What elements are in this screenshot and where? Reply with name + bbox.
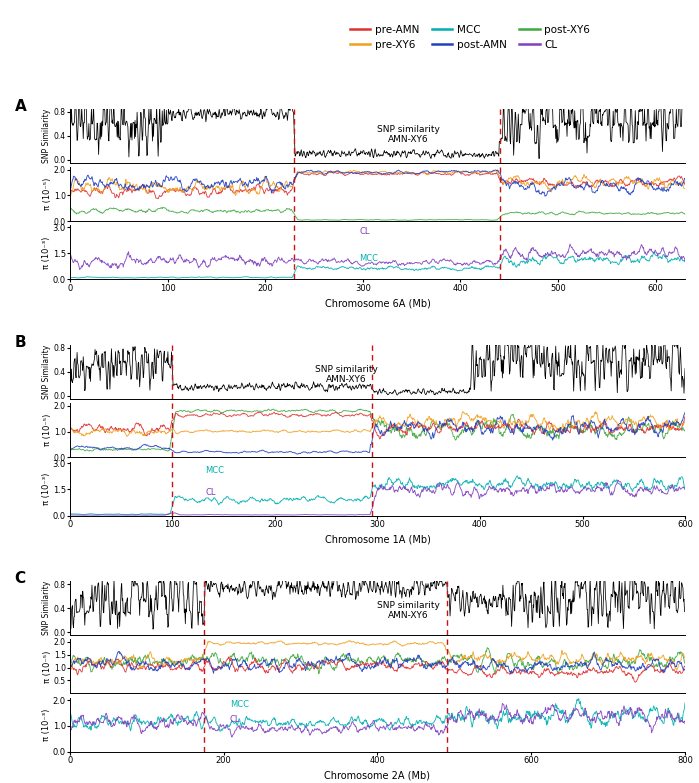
Text: SNP similarity
AMN-XY6: SNP similarity AMN-XY6 (377, 125, 440, 144)
Text: B: B (15, 335, 26, 350)
Legend: pre-AMN, pre-XY6, MCC, post-AMN, post-XY6, CL: pre-AMN, pre-XY6, MCC, post-AMN, post-XY… (345, 20, 594, 54)
Y-axis label: π (10⁻⁵): π (10⁻⁵) (43, 178, 52, 211)
Text: C: C (15, 572, 26, 586)
Y-axis label: π (10⁻³): π (10⁻³) (42, 709, 51, 741)
Y-axis label: π (10⁻³): π (10⁻³) (42, 472, 51, 505)
Y-axis label: π (10⁻⁵): π (10⁻⁵) (43, 414, 52, 446)
Text: SNP similarity
AMN-XY6: SNP similarity AMN-XY6 (315, 365, 378, 384)
Y-axis label: SNP Similarity: SNP Similarity (42, 345, 51, 399)
Text: CL: CL (230, 715, 240, 724)
Y-axis label: π (10⁻³): π (10⁻³) (42, 236, 51, 269)
Text: MCC: MCC (206, 467, 224, 475)
Text: SNP similarity
AMN-XY6: SNP similarity AMN-XY6 (377, 601, 440, 620)
Text: MCC: MCC (230, 701, 249, 709)
Text: CL: CL (359, 226, 370, 236)
Y-axis label: SNP Similarity: SNP Similarity (42, 109, 51, 163)
Y-axis label: π (10⁻⁵): π (10⁻⁵) (43, 650, 52, 683)
X-axis label: Chromosome 6A (Mb): Chromosome 6A (Mb) (324, 298, 431, 309)
Text: MCC: MCC (359, 254, 378, 262)
Text: A: A (15, 99, 27, 114)
X-axis label: Chromosome 1A (Mb): Chromosome 1A (Mb) (324, 534, 431, 544)
Text: CL: CL (206, 488, 216, 497)
Y-axis label: SNP Similarity: SNP Similarity (42, 581, 51, 635)
X-axis label: Chromosome 2A (Mb): Chromosome 2A (Mb) (324, 770, 431, 781)
